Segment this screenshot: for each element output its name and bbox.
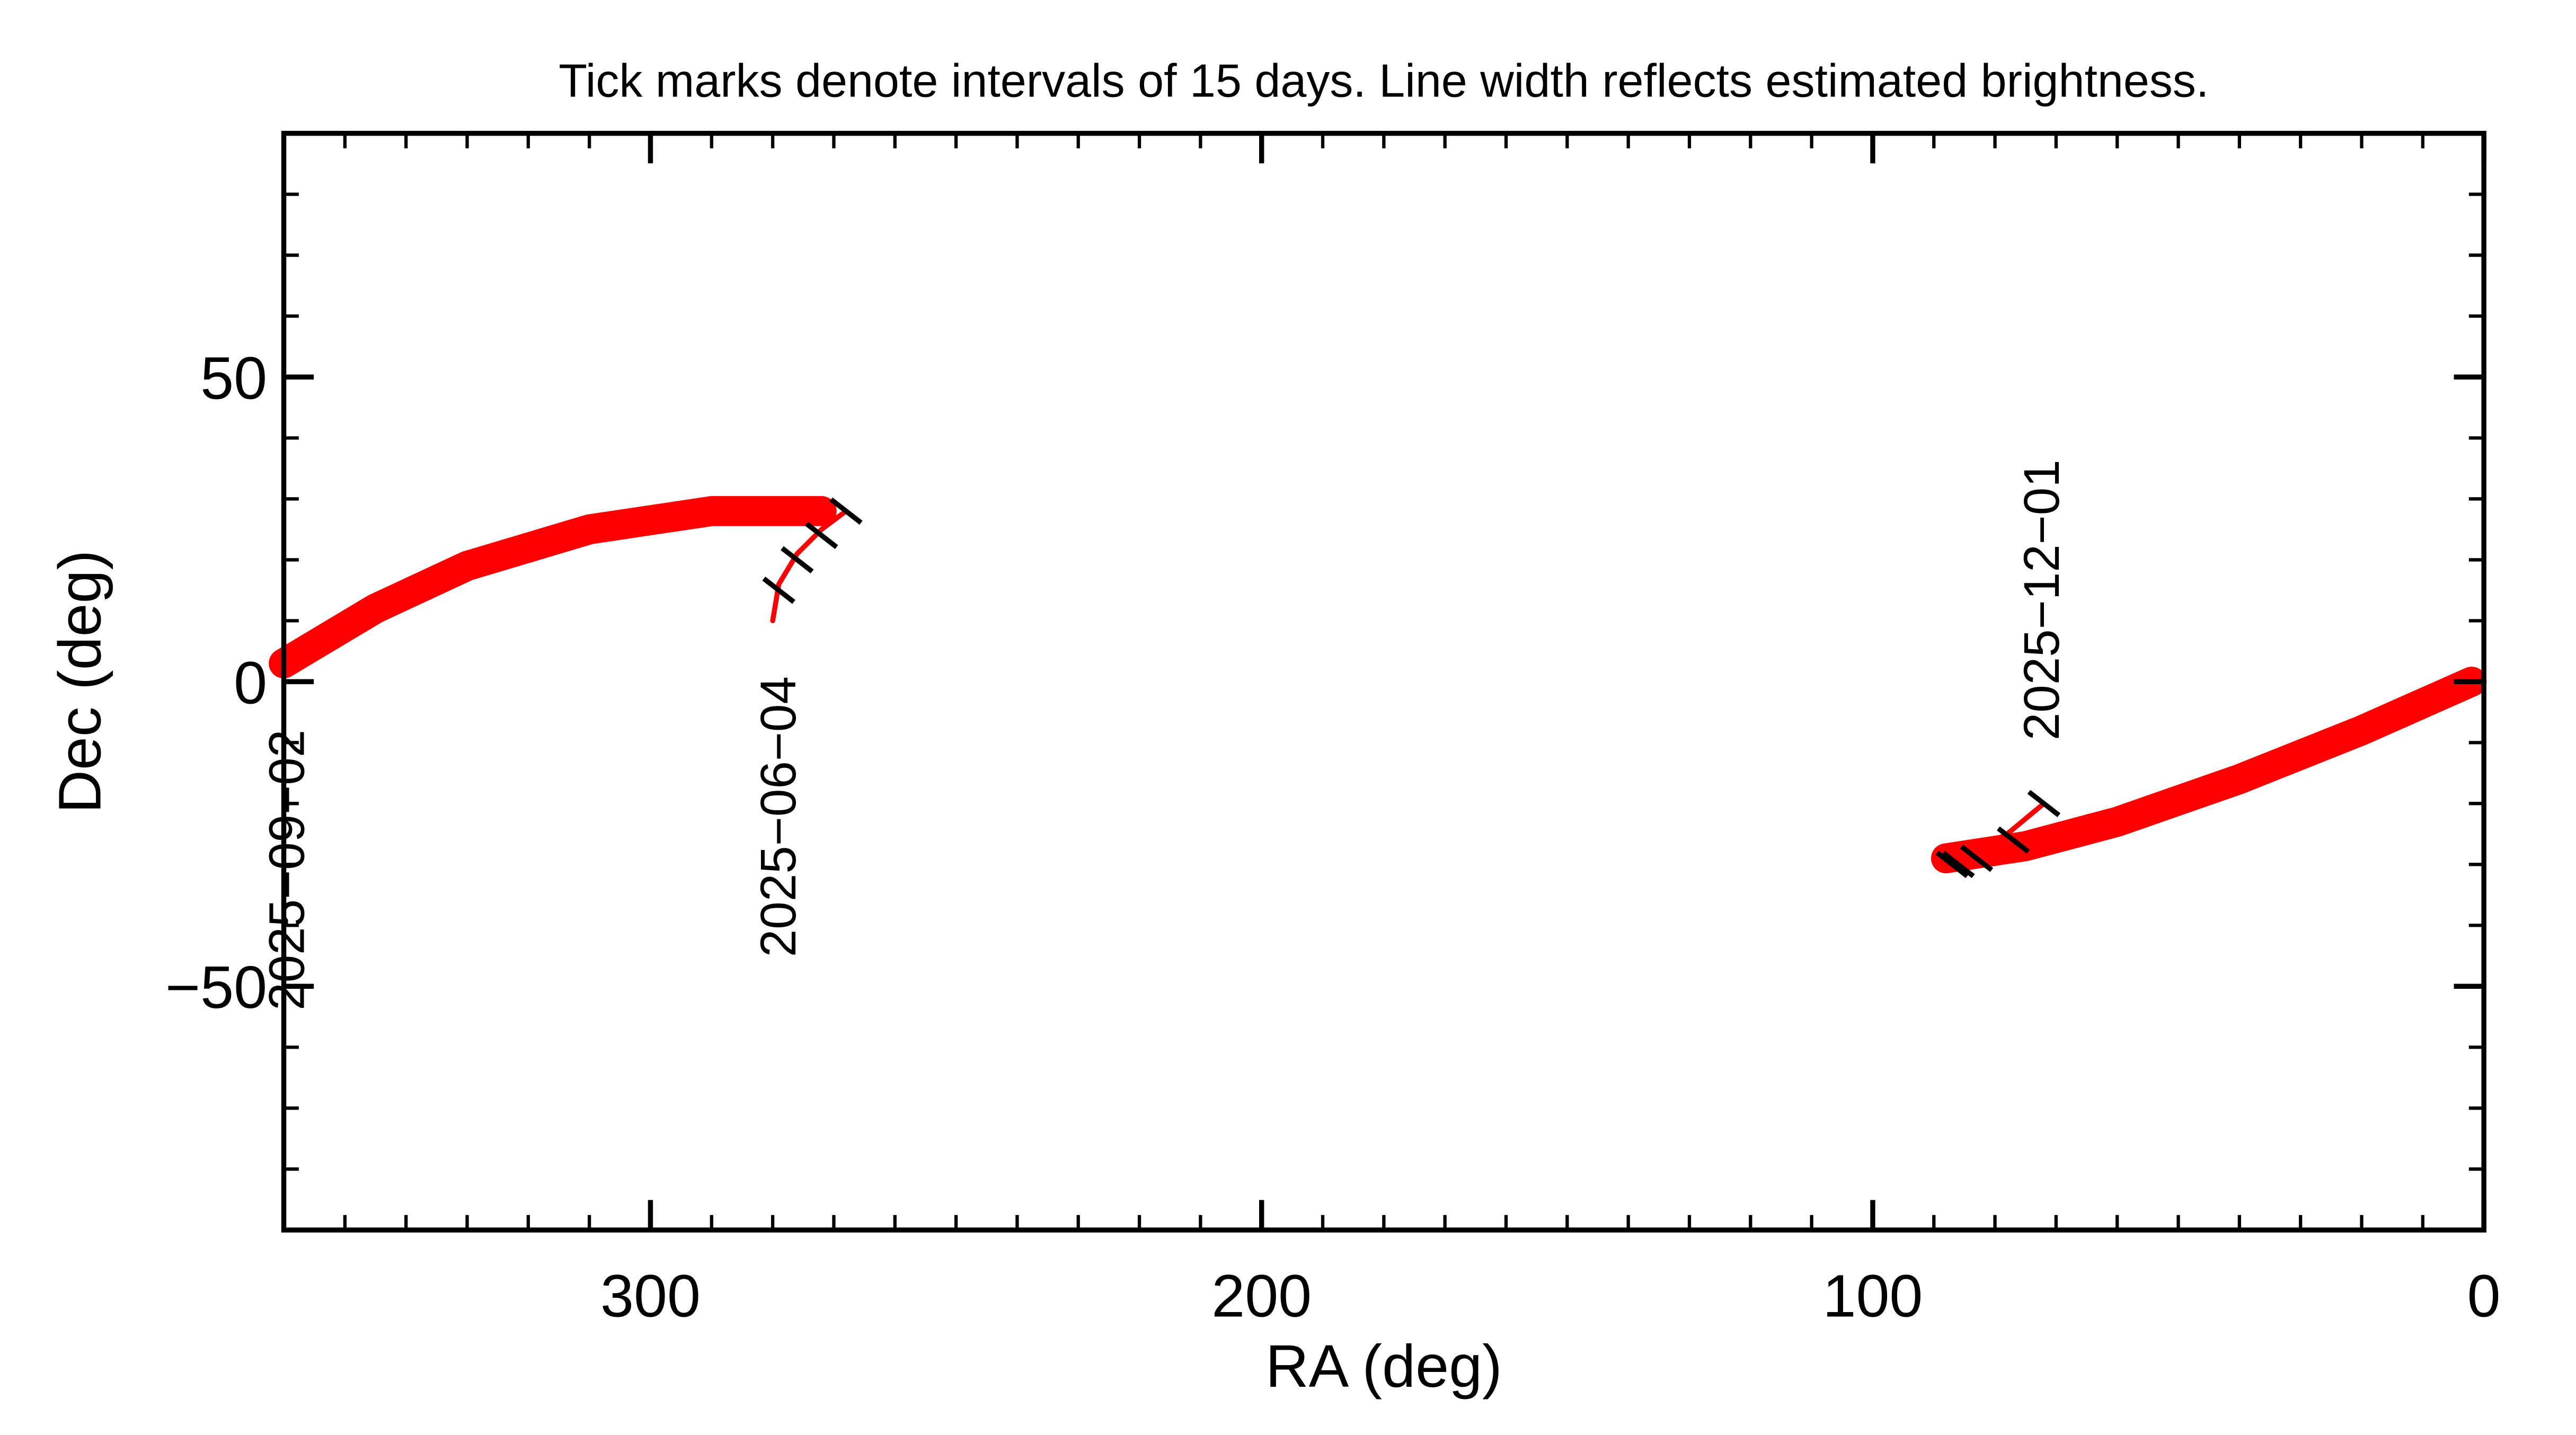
x-axis-label: RA (deg) [1265, 1333, 1502, 1399]
x-tick-label: 100 [1822, 1263, 1923, 1330]
date-label: 2025−12−01 [2014, 459, 2069, 740]
date-label: 2025−09−02 [259, 730, 314, 1011]
track [269, 496, 2487, 874]
time-mark [1942, 851, 1975, 879]
x-tick-label: 300 [600, 1263, 701, 1330]
time-mark [829, 497, 863, 525]
time-mark [2027, 790, 2061, 818]
time-mark [1996, 826, 2030, 854]
time-mark [805, 521, 838, 550]
plot-frame [281, 130, 2486, 1233]
y-tick-label: −50 [165, 954, 267, 1021]
chart-title: Tick marks denote intervals of 15 days. … [559, 54, 2209, 107]
y-axis-label: Dec (deg) [47, 550, 113, 813]
track [770, 508, 2047, 861]
time-mark [781, 546, 814, 574]
y-tick-label: 0 [234, 649, 267, 716]
time-mark [1935, 851, 1969, 879]
time-mark [1960, 845, 1994, 872]
date-label: 2025−06−04 [750, 676, 806, 957]
time-mark [762, 577, 795, 604]
y-tick-label: 50 [200, 344, 267, 411]
x-tick-label: 0 [2467, 1263, 2501, 1330]
x-tick-label: 200 [1211, 1263, 1312, 1330]
